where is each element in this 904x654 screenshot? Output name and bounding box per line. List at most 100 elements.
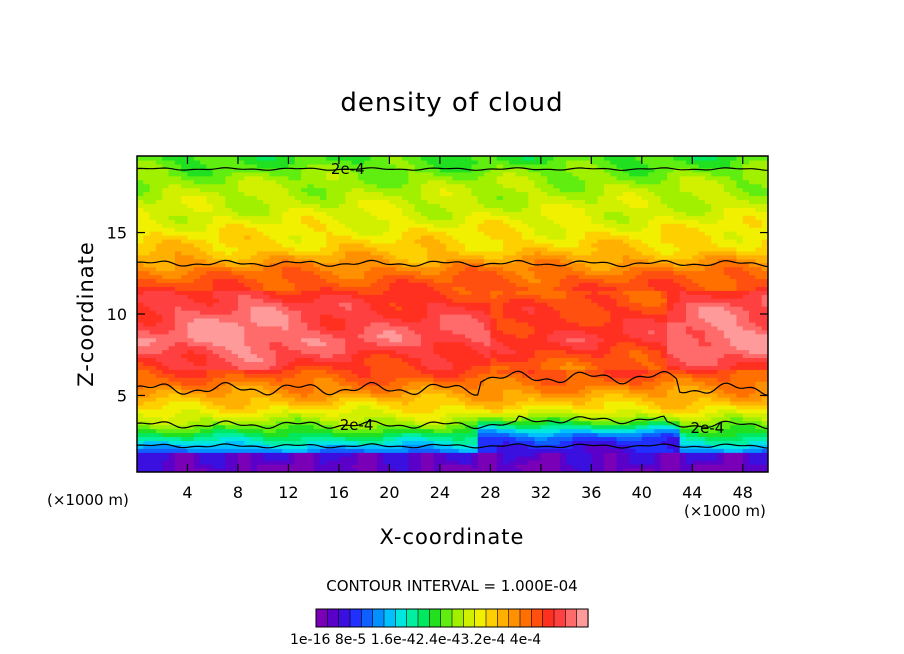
heatmap-cell <box>553 385 561 390</box>
heatmap-cell <box>578 353 586 359</box>
heatmap-cell <box>301 314 308 319</box>
heatmap-cell <box>603 361 611 366</box>
heatmap-cell <box>465 416 473 422</box>
heatmap-cell <box>496 302 504 307</box>
heatmap-cell <box>288 282 296 287</box>
heatmap-cell <box>742 389 750 394</box>
heatmap-cell <box>187 412 195 418</box>
heatmap-cell <box>509 333 517 339</box>
heatmap-cell <box>730 306 738 311</box>
heatmap-cell <box>742 373 750 378</box>
heatmap-cell <box>742 420 750 426</box>
heatmap-cell <box>149 317 157 323</box>
heatmap-cell <box>534 452 542 457</box>
heatmap-cell <box>402 341 409 347</box>
heatmap-cell <box>250 404 258 410</box>
heatmap-cell <box>648 373 656 378</box>
heatmap-cell <box>610 460 618 465</box>
heatmap-cell <box>288 337 296 343</box>
heatmap-cell <box>673 349 681 355</box>
heatmap-cell <box>149 420 157 426</box>
heatmap-cell <box>566 452 573 457</box>
heatmap-cell <box>244 408 252 414</box>
heatmap-cell <box>528 420 536 426</box>
heatmap-cell <box>572 290 580 295</box>
heatmap-cell <box>364 302 372 307</box>
heatmap-cell <box>761 468 768 472</box>
heatmap-cell <box>521 321 529 327</box>
heatmap-cell <box>174 306 182 311</box>
heatmap-cell <box>755 452 763 457</box>
heatmap-cell <box>635 345 643 351</box>
heatmap-cell <box>685 464 693 469</box>
heatmap-cell <box>465 333 473 339</box>
heatmap-cell <box>420 337 428 343</box>
heatmap-cell <box>711 349 719 355</box>
heatmap-cell <box>439 369 447 374</box>
heatmap-cell <box>168 310 176 315</box>
heatmap-cell <box>585 456 592 461</box>
heatmap-cell <box>692 416 700 422</box>
heatmap-cell <box>559 408 567 414</box>
heatmap-cell <box>610 369 618 374</box>
heatmap-cell <box>597 452 605 457</box>
heatmap-cell <box>484 420 491 426</box>
heatmap-cell <box>439 294 447 299</box>
heatmap-cell <box>288 412 296 418</box>
heatmap-cell <box>616 385 624 390</box>
heatmap-cell <box>137 456 144 461</box>
heatmap-cell <box>471 298 479 303</box>
heatmap-cell <box>389 321 397 327</box>
heatmap-cell <box>685 278 693 283</box>
heatmap-cell <box>685 432 693 438</box>
heatmap-cell <box>635 460 643 465</box>
heatmap-cell <box>389 404 397 410</box>
heatmap-cell <box>755 420 763 426</box>
heatmap-cell <box>275 361 283 366</box>
heatmap-cell <box>572 341 580 347</box>
heatmap-cell <box>149 416 157 422</box>
heatmap-cell <box>591 396 599 402</box>
heatmap-cell <box>654 436 662 441</box>
heatmap-cell <box>244 365 252 370</box>
heatmap-cell <box>717 345 725 351</box>
heatmap-cell <box>414 357 422 362</box>
heatmap-cell <box>376 396 384 402</box>
heatmap-cell <box>319 456 327 461</box>
heatmap-cell <box>559 452 567 457</box>
heatmap-cell <box>692 274 700 280</box>
heatmap-cell <box>610 464 618 469</box>
heatmap-cell <box>559 278 567 283</box>
heatmap-cell <box>465 381 473 386</box>
heatmap-cell <box>345 314 353 319</box>
heatmap-cell <box>704 377 712 382</box>
heatmap-cell <box>458 416 466 422</box>
heatmap-cell <box>357 298 365 303</box>
heatmap-cell <box>187 448 195 453</box>
heatmap-cell <box>578 321 586 327</box>
heatmap-cell <box>307 302 315 307</box>
heatmap-cell <box>212 306 220 311</box>
heatmap-cell <box>155 412 163 418</box>
heatmap-cell <box>420 424 428 430</box>
heatmap-cell <box>174 298 182 303</box>
heatmap-cell <box>174 436 182 441</box>
heatmap-cell <box>231 396 239 402</box>
heatmap-cell <box>446 286 454 291</box>
heatmap-cell <box>465 373 473 378</box>
heatmap-cell <box>408 357 416 362</box>
heatmap-cell <box>427 444 435 449</box>
heatmap-cell <box>742 460 750 465</box>
heatmap-cell <box>673 361 681 366</box>
heatmap-cell <box>465 420 473 426</box>
heatmap-cell <box>471 420 479 426</box>
heatmap-cell <box>597 381 605 386</box>
heatmap-cell <box>484 440 491 445</box>
heatmap-cell <box>376 310 384 315</box>
heatmap-cell <box>433 412 441 418</box>
heatmap-cell <box>345 377 353 382</box>
heatmap-cell <box>648 436 656 441</box>
heatmap-cell <box>660 333 668 339</box>
heatmap-cell <box>206 404 214 410</box>
heatmap-cell <box>660 404 668 410</box>
